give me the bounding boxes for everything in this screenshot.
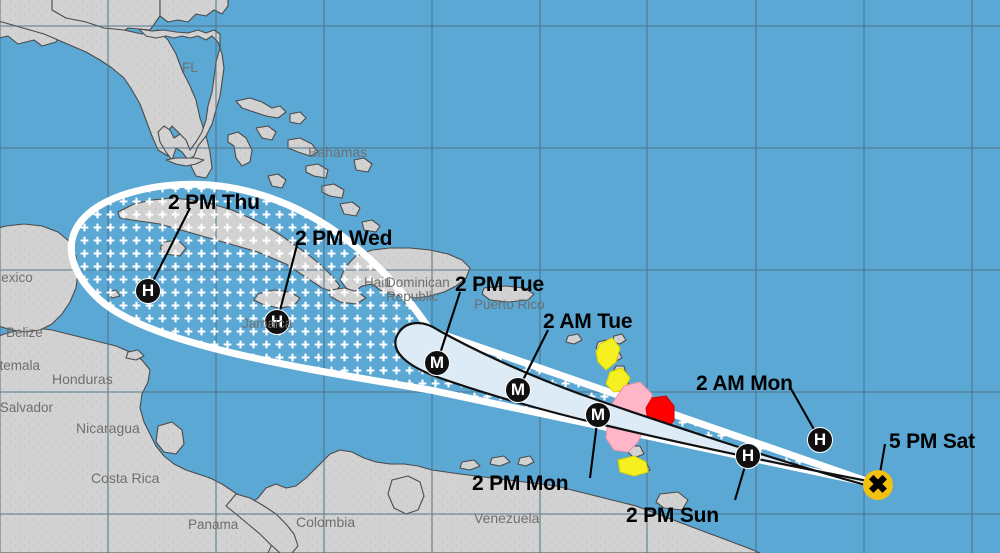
land-florida-keys <box>165 157 205 167</box>
forecast-marker-2pm-wed[interactable]: H <box>264 309 290 335</box>
major-hurricane-symbol-icon: M <box>429 353 445 372</box>
major-hurricane-symbol-icon: M <box>510 380 526 399</box>
land-puerto-rico <box>481 285 535 303</box>
hurricane-symbol-icon: H <box>741 446 755 465</box>
land-abc-islands <box>459 455 535 471</box>
forecast-marker-2pm-thu[interactable]: H <box>135 278 161 304</box>
hurricane-symbol-icon: H <box>270 312 284 331</box>
land-bahamas <box>227 97 373 217</box>
land-panama-tail <box>225 493 299 553</box>
forecast-marker-2am-tue[interactable]: M <box>505 377 531 403</box>
forecast-label-2pm-tue: 2 PM Tue <box>455 273 545 296</box>
forecast-label-2pm-sun: 2 PM Sun <box>626 504 719 527</box>
geo-label-guatemala: Guatemala <box>0 358 41 373</box>
forecast-label-2am-mon: 2 AM Mon <box>696 372 793 395</box>
hurricane-symbol-icon: H <box>813 430 827 449</box>
geo-label-colombia: Colombia <box>296 514 356 530</box>
forecast-marker-2pm-tue[interactable]: M <box>424 350 450 376</box>
geo-label-belize: Belize <box>6 325 43 340</box>
tropical-storm-watch-areas <box>595 337 649 477</box>
geo-label-venezuela: Venezuela <box>474 510 540 526</box>
land-trinidad <box>655 491 689 511</box>
current-position-marker-5pm-sat[interactable]: ✖ <box>863 470 893 500</box>
landmasses <box>0 0 761 553</box>
forecast-label-2pm-mon: 2 PM Mon <box>472 472 569 495</box>
land-lake-nicaragua <box>155 421 185 455</box>
label-leader-lines <box>147 207 887 501</box>
geo-label-el-salvador: El Salvador <box>0 400 54 415</box>
geo-label-jamaica: Jamaica <box>242 316 293 331</box>
geo-label-dominican-republic: Dominican Republic <box>386 275 450 305</box>
geo-label-honduras: Honduras <box>52 371 113 387</box>
forecast-label-2pm-thu: 2 PM Thu <box>168 191 260 214</box>
x-icon: ✖ <box>867 471 889 499</box>
land-florida <box>159 0 229 23</box>
land-turks-caicos <box>361 219 381 233</box>
geo-label-haiti: Haiti <box>364 275 392 290</box>
forecast-label-5pm-sat: 5 PM Sat <box>889 430 975 453</box>
cone-day45-outline <box>67 180 882 489</box>
geo-label-fl: FL <box>182 60 198 75</box>
forecast-marker-2am-mon[interactable]: H <box>807 427 833 453</box>
leader-2pm-thu <box>147 207 191 292</box>
forecast-marker-2pm-mon[interactable]: M <box>585 402 611 428</box>
geo-label-bahamas: Bahamas <box>308 144 368 160</box>
geo-label-costa-rica: Costa Rica <box>91 470 160 486</box>
geo-label-puerto-rico: Puerto Rico <box>474 297 545 312</box>
land-lake-maracaibo <box>387 475 425 515</box>
forecast-marker-2pm-sun[interactable]: H <box>735 443 761 469</box>
geo-label-mexico: Mexico <box>0 270 33 285</box>
major-hurricane-symbol-icon: M <box>590 405 606 424</box>
land-florida-peninsula <box>138 28 225 161</box>
geo-label-nicaragua: Nicaragua <box>76 420 140 436</box>
hurricane-symbol-icon: H <box>141 281 155 300</box>
forecast-label-2pm-wed: 2 PM Wed <box>295 227 393 250</box>
geo-label-panama: Panama <box>188 517 239 532</box>
forecast-label-2am-tue: 2 AM Tue <box>543 310 633 333</box>
land-yucatan <box>0 223 79 333</box>
